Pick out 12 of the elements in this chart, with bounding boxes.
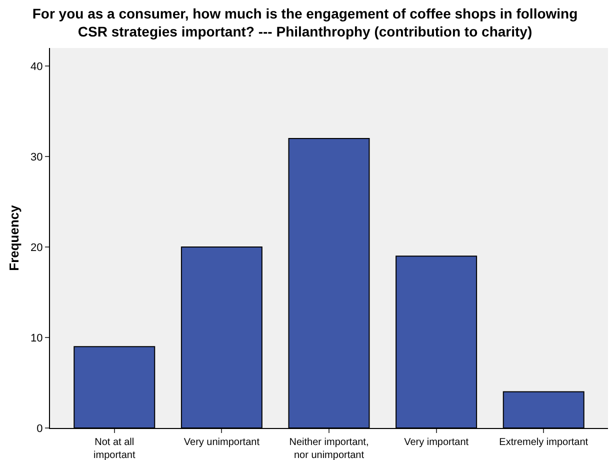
x-tick-label: Extremely important <box>499 437 588 448</box>
x-tick-label: Not at all important <box>94 437 136 460</box>
y-tick-label: 10 <box>30 332 43 344</box>
y-tick-label: 30 <box>30 151 43 164</box>
y-tick-label: 0 <box>36 422 43 435</box>
y-tick-label: 40 <box>30 60 43 73</box>
x-tick-label: Very unimportant <box>184 437 260 448</box>
x-tick-label: Neither important, nor unimportant <box>289 437 369 460</box>
y-tick-label: 20 <box>30 242 43 254</box>
y-axis-title: Frequency <box>6 204 22 271</box>
x-tick-label: Very important <box>404 437 469 448</box>
chart-title: For you as a consumer, how much is the engagement of coffee shops in following CSR strategies important? --- Philanthrophy (contribution to charity) <box>32 5 578 40</box>
